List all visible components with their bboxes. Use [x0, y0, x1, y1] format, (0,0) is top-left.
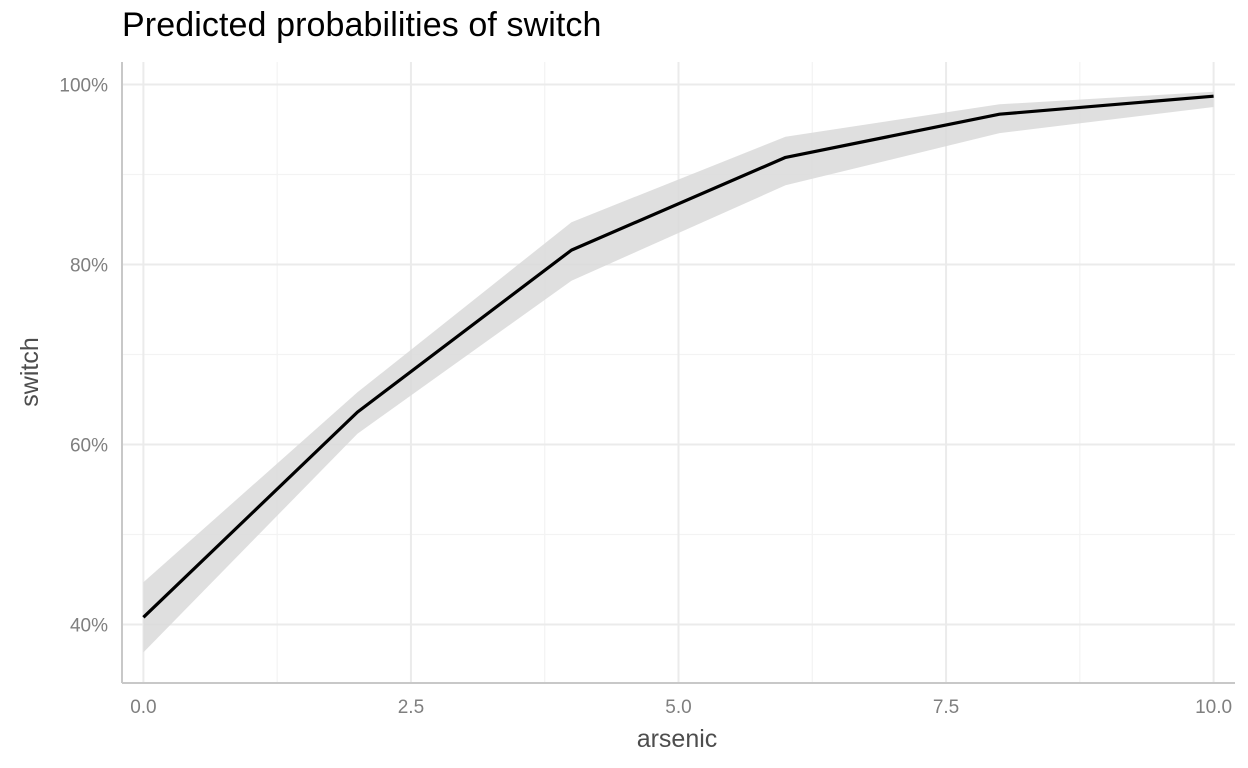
axes: [121, 62, 1235, 684]
x-tick-label: 2.5: [398, 697, 424, 718]
x-tick-labels: 0.0 2.5 5.0 7.5 10.0: [130, 697, 1232, 718]
x-axis-title: arsenic: [637, 725, 718, 753]
y-tick-label: 60%: [70, 436, 108, 457]
x-tick-label: 0.0: [130, 697, 156, 718]
major-grid: [122, 62, 1235, 683]
y-tick-labels: 40% 60% 80% 100%: [59, 76, 108, 637]
chart-title: Predicted probabilities of switch: [122, 6, 602, 44]
prediction-line: [142, 94, 1214, 619]
x-tick-label: 5.0: [665, 697, 691, 718]
line-layer: [142, 94, 1214, 619]
y-tick-label: 100%: [59, 76, 108, 97]
y-tick-label: 40%: [70, 616, 108, 637]
x-tick-label: 10.0: [1195, 697, 1232, 718]
x-tick-label: 7.5: [933, 697, 959, 718]
y-axis-title: switch: [16, 337, 44, 406]
y-tick-label: 80%: [70, 256, 108, 277]
